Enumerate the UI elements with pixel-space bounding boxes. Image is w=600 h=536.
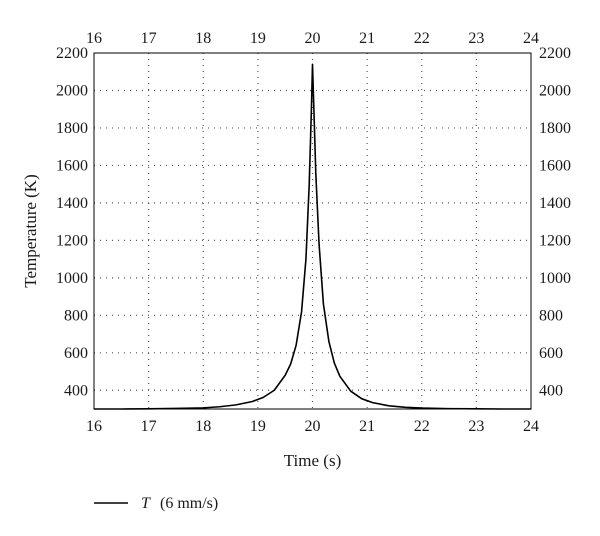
x-tick-label-top: 20 xyxy=(305,30,321,47)
y-tick-label-right: 1400 xyxy=(539,195,571,212)
legend: T (6 mm/s) xyxy=(94,495,218,512)
y-tick-label-right: 800 xyxy=(539,307,563,324)
x-tick-label-top: 22 xyxy=(414,30,430,47)
x-tick-label-bottom: 18 xyxy=(195,418,211,435)
y-tick-label-right: 2200 xyxy=(539,45,571,62)
x-tick-label-bottom: 19 xyxy=(250,418,266,435)
x-tick-label-bottom: 24 xyxy=(523,418,539,435)
x-tick-label-bottom: 21 xyxy=(359,418,375,435)
y-tick-label-right: 400 xyxy=(539,382,563,399)
y-tick-label-left: 1400 xyxy=(56,195,88,212)
x-tick-label-top: 18 xyxy=(195,30,211,47)
y-tick-label-left: 1200 xyxy=(56,232,88,249)
y-tick-label-left: 600 xyxy=(64,345,88,362)
y-axis-label: Temperature (K) xyxy=(21,174,40,288)
y-tick-label-right: 1600 xyxy=(539,157,571,174)
x-tick-label-bottom: 16 xyxy=(86,418,102,435)
y-tick-label-right: 1000 xyxy=(539,270,571,287)
x-tick-label-bottom: 23 xyxy=(468,418,484,435)
x-tick-label-top: 17 xyxy=(141,30,157,47)
y-tick-label-left: 400 xyxy=(64,382,88,399)
y-tick-label-right: 1200 xyxy=(539,232,571,249)
x-tick-label-top: 23 xyxy=(468,30,484,47)
tick-labels: 16 16 17 17 18 18 19 19 20 20 21 21 22 22 23 23 24 24 400 4… xyxy=(56,30,571,435)
y-tick-label-left: 1000 xyxy=(56,270,88,287)
x-axis-label: Time (s) xyxy=(284,451,341,470)
y-tick-label-left: 1600 xyxy=(56,157,88,174)
legend-label: (6 mm/s) xyxy=(160,495,218,512)
x-tick-label-top: 16 xyxy=(86,30,102,47)
y-tick-label-left: 800 xyxy=(64,307,88,324)
x-tick-label-bottom: 22 xyxy=(414,418,430,435)
series-line-temperature xyxy=(94,63,531,410)
y-tick-label-left: 1800 xyxy=(56,120,88,137)
x-tick-label-top: 24 xyxy=(523,30,539,47)
y-tick-label-right: 600 xyxy=(539,345,563,362)
x-tick-label-bottom: 20 xyxy=(305,418,321,435)
y-tick-label-left: 2000 xyxy=(56,82,88,99)
plot-frame xyxy=(93,52,532,410)
legend-symbol: T xyxy=(141,495,151,512)
y-tick-label-left: 2200 xyxy=(56,45,88,62)
y-tick-label-right: 1800 xyxy=(539,120,571,137)
x-tick-label-top: 19 xyxy=(250,30,266,47)
grid xyxy=(94,53,531,409)
x-tick-label-top: 21 xyxy=(359,30,375,47)
y-tick-label-right: 2000 xyxy=(539,82,571,99)
x-tick-label-bottom: 17 xyxy=(141,418,157,435)
